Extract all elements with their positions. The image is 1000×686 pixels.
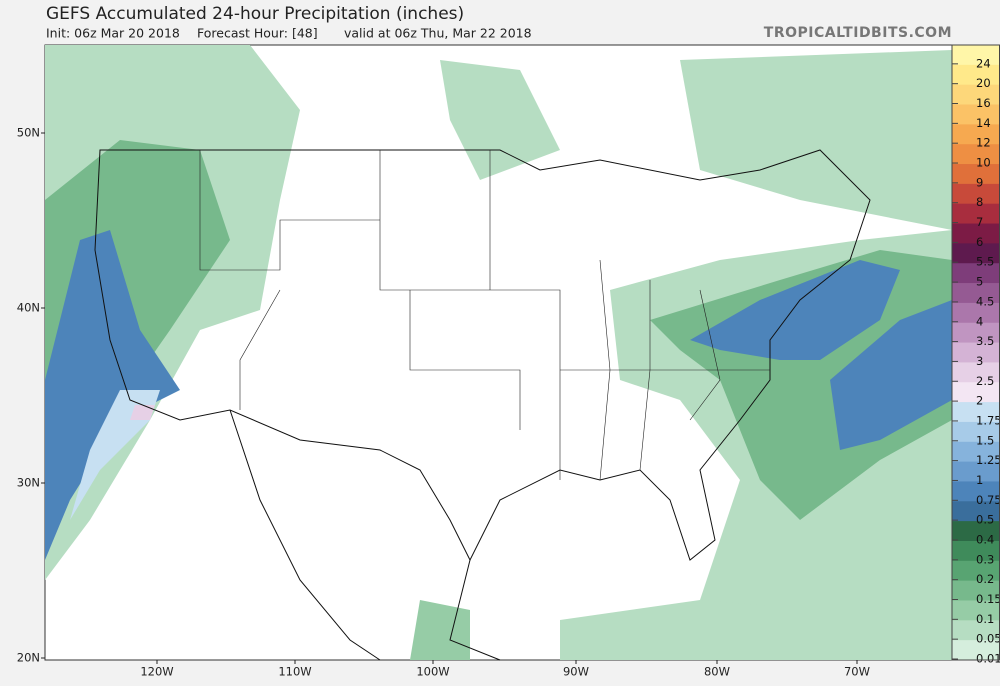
colorbar-label: 0.1 [976, 612, 994, 626]
lat-label: 20N [17, 651, 40, 665]
coastlines [94, 149, 871, 661]
colorbar-label: 8 [976, 195, 983, 209]
colorbar-swatch [952, 243, 1000, 264]
colorbar-label: 0.3 [976, 552, 994, 566]
colorbar-swatch [952, 183, 1000, 205]
colorbar-swatch [952, 84, 1000, 106]
colorbar-swatch [952, 382, 1000, 403]
colorbar-swatch [952, 521, 1000, 542]
colorbar-label: 1.5 [976, 433, 994, 447]
colorbar-swatch [952, 540, 1000, 562]
colorbar-swatch [952, 441, 1000, 463]
colorbar-label: 20 [976, 76, 991, 90]
lon-label: 90W [563, 665, 589, 679]
colorbar-label: 1 [976, 473, 983, 487]
colorbar-swatch [952, 124, 1000, 145]
forecast-hour: Forecast Hour: [48] [197, 26, 318, 41]
lon-label: 110W [278, 665, 311, 679]
init-time: Init: 06z Mar 20 2018 [46, 26, 180, 41]
colorbar-swatch [952, 600, 1000, 621]
colorbar-label: 0.5 [976, 513, 994, 527]
colorbar-swatch [952, 164, 1000, 185]
colorbar-label: 3 [976, 354, 983, 368]
colorbar-swatch [952, 421, 1000, 443]
precip-field [45, 45, 952, 660]
lon-label: 80W [704, 665, 730, 679]
colorbar-label: 0.05 [976, 632, 1000, 646]
state-borders [199, 150, 770, 481]
colorbar-swatch [952, 302, 1000, 324]
colorbar-swatch [952, 501, 1000, 522]
lat-label: 30N [17, 476, 40, 490]
colorbar-label: 9 [976, 175, 983, 189]
colorbar-label: 2.5 [976, 374, 994, 388]
colorbar-label: 5 [976, 275, 983, 289]
colorbar-swatch [952, 283, 1000, 304]
colorbar-swatch [952, 580, 1000, 601]
colorbar: 24 20 16 14 12 10 9 8 7 6 5.5 5 4.5 4 3.5 3 2.5 2 1.75 1.5 1… [951, 44, 1000, 666]
colorbar-swatch [952, 322, 1000, 344]
colorbar-swatch [952, 64, 1000, 86]
colorbar-label: 1.25 [976, 453, 1000, 467]
lon-label: 100W [416, 665, 449, 679]
colorbar-swatch [952, 362, 1000, 383]
lat-label: 40N [17, 301, 40, 315]
colorbar-swatch [952, 620, 1000, 641]
lat-label: 50N [17, 126, 40, 140]
colorbar-swatch [952, 402, 1000, 423]
colorbar-swatch [952, 45, 1000, 66]
colorbar-label: 12 [976, 136, 991, 150]
colorbar-label: 1.75 [976, 413, 1000, 427]
map [44, 44, 953, 661]
colorbar-swatch [952, 461, 1000, 482]
lon-label: 120W [140, 665, 173, 679]
valid-time: valid at 06z Thu, Mar 22 2018 [344, 26, 532, 41]
colorbar-label: 0.2 [976, 572, 994, 586]
colorbar-label: 6 [976, 235, 983, 249]
colorbar-label: 16 [976, 96, 991, 110]
colorbar-label: 10 [976, 156, 991, 170]
colorbar-label: 3.5 [976, 334, 994, 348]
title: GEFS Accumulated 24-hour Precipitation (… [46, 4, 464, 24]
colorbar-label: 24 [976, 56, 991, 70]
colorbar-label: 0.15 [976, 592, 1000, 606]
colorbar-swatch [952, 263, 1000, 284]
colorbar-swatch [952, 481, 1000, 502]
colorbar-swatch [952, 144, 1000, 165]
colorbar-label: 2 [976, 394, 983, 408]
colorbar-label: 14 [976, 116, 991, 130]
colorbar-label: 0.01 [976, 652, 1000, 666]
colorbar-swatch [952, 560, 1000, 582]
axes: 50N 40N 30N 20N 120W 110W 100W 90W 80W 70W [17, 126, 870, 679]
colorbar-swatch [952, 203, 1000, 225]
colorbar-label: 4 [976, 314, 983, 328]
lon-label: 70W [844, 665, 870, 679]
colorbar-swatch [952, 104, 1000, 125]
colorbar-swatch [952, 223, 1000, 244]
source: TROPICALTIDBITS.COM [764, 25, 952, 41]
colorbar-label: 0.4 [976, 532, 994, 546]
colorbar-label: 7 [976, 215, 983, 229]
colorbar-label: 4.5 [976, 294, 994, 308]
colorbar-label: 0.75 [976, 493, 1000, 507]
colorbar-label: 5.5 [976, 255, 994, 269]
colorbar-swatch [952, 640, 1000, 661]
colorbar-swatch [952, 342, 1000, 363]
